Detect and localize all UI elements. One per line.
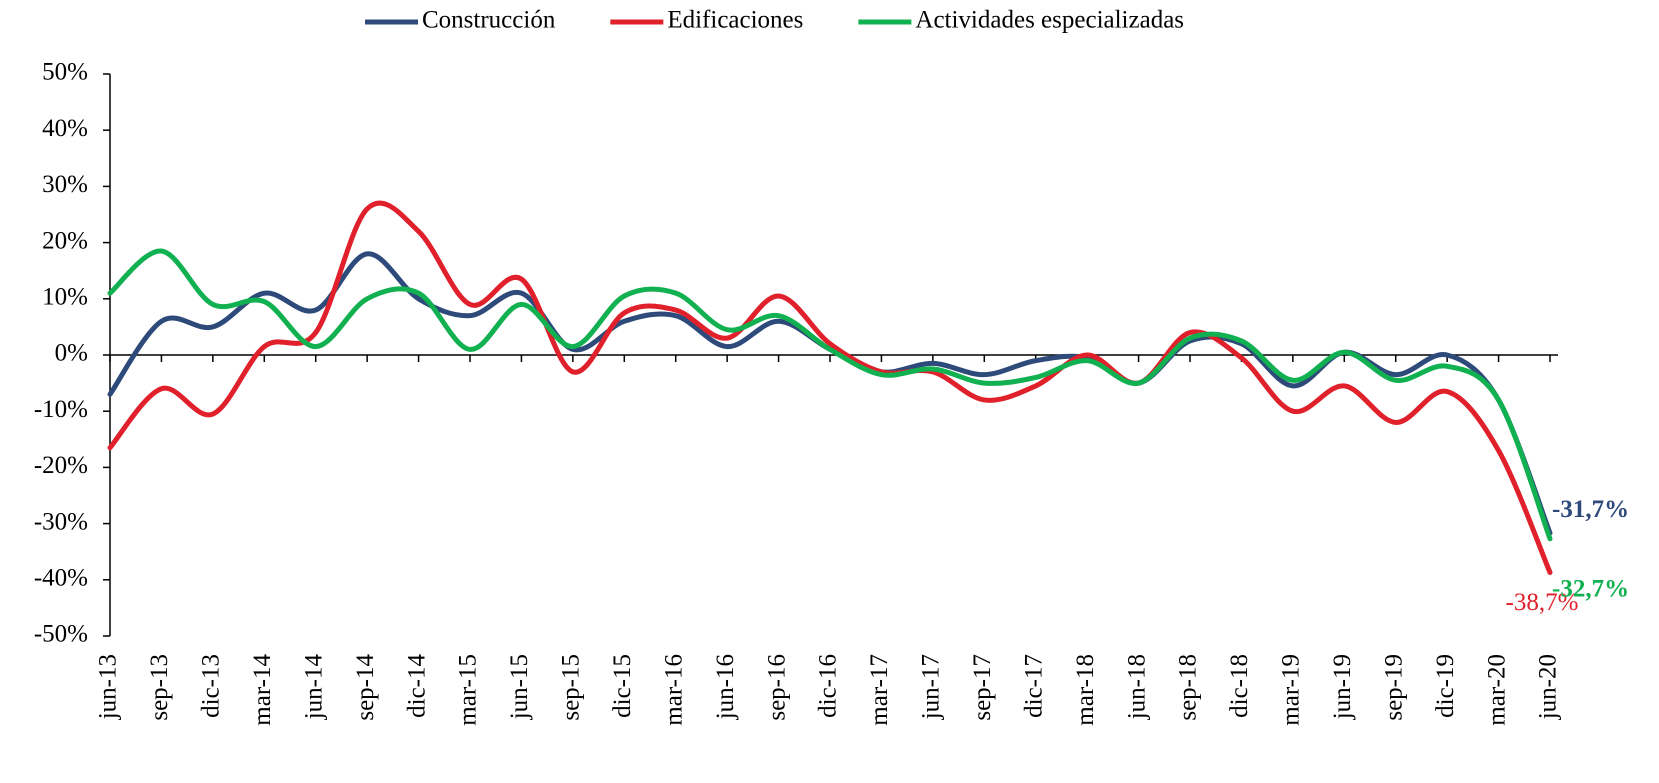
x-tick-label: mar-15	[455, 654, 482, 726]
x-tick-label: jun-14	[300, 654, 327, 721]
y-tick-label: 40%	[42, 115, 88, 142]
y-tick-label: 50%	[42, 59, 88, 86]
y-tick-label: 0%	[55, 340, 88, 367]
x-tick-label: dic-14	[403, 654, 430, 718]
x-tick-label: jun-17	[918, 654, 945, 720]
x-tick-label: sep-16	[763, 654, 790, 721]
x-tick-label: jun-18	[1123, 654, 1150, 720]
x-tick-label: mar-20	[1483, 654, 1510, 726]
x-tick-label: mar-19	[1278, 654, 1305, 726]
x-tick-label: jun-19	[1329, 654, 1356, 720]
x-tick-label: dic-17	[1020, 654, 1047, 718]
x-tick-label: sep-15	[558, 654, 585, 721]
series-line	[107, 200, 1553, 575]
series-line	[107, 248, 1553, 542]
x-tick-label: mar-17	[866, 654, 893, 726]
data-label: -31,7%	[1552, 496, 1629, 523]
x-tick-label: sep-17	[969, 654, 996, 721]
x-tick-label: mar-16	[660, 654, 687, 726]
data-label: -32,7%	[1552, 576, 1629, 603]
legend-label: Edificaciones	[667, 7, 803, 34]
x-tick-label: sep-19	[1380, 654, 1407, 721]
x-tick-label: jun-16	[712, 654, 739, 720]
y-tick-label: -20%	[34, 452, 88, 479]
x-tick-label: dic-19	[1432, 654, 1459, 718]
y-tick-label: -30%	[34, 508, 88, 535]
series-line	[107, 251, 1553, 536]
x-tick-label: sep-18	[1175, 654, 1202, 721]
y-tick-label: -50%	[34, 621, 88, 648]
y-tick-label: 20%	[42, 227, 88, 254]
legend-label: Actividades especializadas	[915, 7, 1184, 34]
y-tick-label: 10%	[42, 284, 88, 311]
legend-label: Construcción	[422, 7, 556, 34]
x-tick-label: dic-13	[198, 654, 225, 718]
y-tick-label: -10%	[34, 396, 88, 423]
x-tick-label: dic-18	[1226, 654, 1253, 718]
y-tick-label: 30%	[42, 171, 88, 198]
x-tick-label: dic-15	[609, 654, 636, 718]
x-tick-label: jun-13	[95, 654, 122, 720]
y-tick-label: -40%	[34, 565, 88, 592]
x-tick-label: sep-14	[352, 654, 379, 721]
x-tick-label: mar-14	[249, 654, 276, 726]
x-tick-label: mar-18	[1072, 654, 1099, 726]
x-tick-label: jun-20	[1535, 654, 1562, 720]
x-tick-label: sep-13	[146, 654, 173, 721]
x-tick-label: dic-16	[815, 654, 842, 718]
x-tick-label: jun-15	[506, 654, 533, 720]
data-label: -38,7%	[1506, 589, 1579, 616]
